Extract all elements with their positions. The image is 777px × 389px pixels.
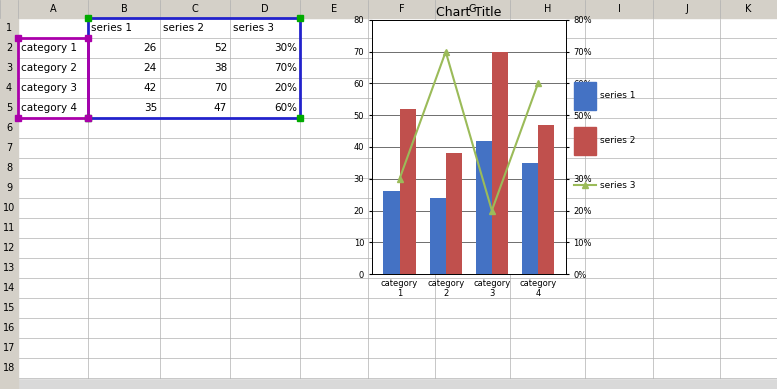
Bar <box>446 153 462 274</box>
Text: C: C <box>192 4 198 14</box>
Title: Chart Title: Chart Title <box>436 6 501 19</box>
Text: H: H <box>544 4 551 14</box>
Text: series 2: series 2 <box>600 136 636 145</box>
Text: 60%: 60% <box>274 103 297 113</box>
Text: B: B <box>120 4 127 14</box>
Text: 4: 4 <box>6 83 12 93</box>
Text: 20%: 20% <box>274 83 297 93</box>
Text: 6: 6 <box>6 123 12 133</box>
Text: 70: 70 <box>214 83 227 93</box>
Text: A: A <box>50 4 56 14</box>
Text: F: F <box>399 4 404 14</box>
Text: category 1: category 1 <box>21 43 77 53</box>
Text: 70%: 70% <box>274 63 297 73</box>
Text: 2: 2 <box>6 43 12 53</box>
Bar <box>476 141 492 274</box>
Bar <box>538 125 554 274</box>
Bar <box>0 0 18 389</box>
Text: E: E <box>331 4 337 14</box>
Text: 16: 16 <box>3 323 15 333</box>
Bar <box>573 82 596 110</box>
Text: series 2: series 2 <box>163 23 204 33</box>
Text: 11: 11 <box>3 223 15 233</box>
Text: 35: 35 <box>144 103 157 113</box>
Text: 13: 13 <box>3 263 15 273</box>
Text: 38: 38 <box>214 63 227 73</box>
Text: 26: 26 <box>144 43 157 53</box>
Bar <box>522 163 538 274</box>
Text: 1: 1 <box>6 23 12 33</box>
Bar <box>430 198 446 274</box>
Text: 3: 3 <box>6 63 12 73</box>
Text: 15: 15 <box>3 303 16 313</box>
Bar <box>18 38 88 118</box>
Text: series 1: series 1 <box>600 91 636 100</box>
Bar <box>88 18 300 118</box>
Text: 52: 52 <box>214 43 227 53</box>
Text: 12: 12 <box>3 243 16 253</box>
Text: 42: 42 <box>144 83 157 93</box>
Bar <box>399 109 416 274</box>
Text: 17: 17 <box>3 343 16 353</box>
Text: 30%: 30% <box>274 43 297 53</box>
Text: 8: 8 <box>6 163 12 173</box>
Text: G: G <box>469 4 476 14</box>
Text: 18: 18 <box>3 363 15 373</box>
Text: series 3: series 3 <box>233 23 274 33</box>
Text: category 2: category 2 <box>21 63 77 73</box>
Text: J: J <box>685 4 688 14</box>
Bar <box>492 52 508 274</box>
Text: I: I <box>618 4 621 14</box>
Text: D: D <box>261 4 269 14</box>
Bar <box>573 127 596 154</box>
Text: 47: 47 <box>214 103 227 113</box>
Text: category 3: category 3 <box>21 83 77 93</box>
Text: 9: 9 <box>6 183 12 193</box>
Text: series 3: series 3 <box>600 181 636 190</box>
Text: 5: 5 <box>6 103 12 113</box>
Text: 14: 14 <box>3 283 15 293</box>
Text: series 1: series 1 <box>91 23 132 33</box>
Bar <box>383 191 399 274</box>
Text: 24: 24 <box>144 63 157 73</box>
Bar <box>0 0 777 18</box>
Text: K: K <box>745 4 751 14</box>
Text: 7: 7 <box>6 143 12 153</box>
Text: category 4: category 4 <box>21 103 77 113</box>
Text: 10: 10 <box>3 203 15 213</box>
